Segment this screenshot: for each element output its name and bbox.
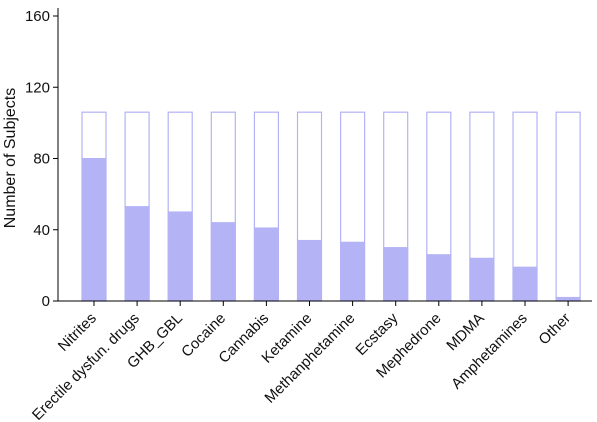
bar (253, 227, 279, 302)
bar (124, 206, 150, 302)
bar (340, 241, 366, 302)
y-ticks-group: 0 40 80 120 160 (25, 8, 58, 310)
bar (512, 266, 538, 302)
bar (555, 296, 581, 302)
y-tick-label: 160 (25, 8, 50, 25)
y-axis-title: Number of Subjects (2, 88, 19, 229)
bar (383, 247, 409, 302)
x-tick-label: Other (535, 310, 574, 349)
bar (426, 254, 452, 302)
y-tick-label: 80 (33, 151, 50, 168)
y-tick-label: 120 (25, 79, 50, 96)
bar (469, 257, 495, 302)
x-tick-label: Amphetamines (448, 310, 531, 393)
bars-group (81, 111, 581, 302)
y-tick-label: 0 (42, 293, 50, 310)
axes-group (57, 8, 592, 306)
bar (167, 211, 193, 302)
bar (81, 158, 107, 302)
bar-total-outline (555, 111, 581, 302)
y-tick-label: 40 (33, 222, 50, 239)
bar (210, 222, 236, 302)
bar (297, 239, 322, 302)
